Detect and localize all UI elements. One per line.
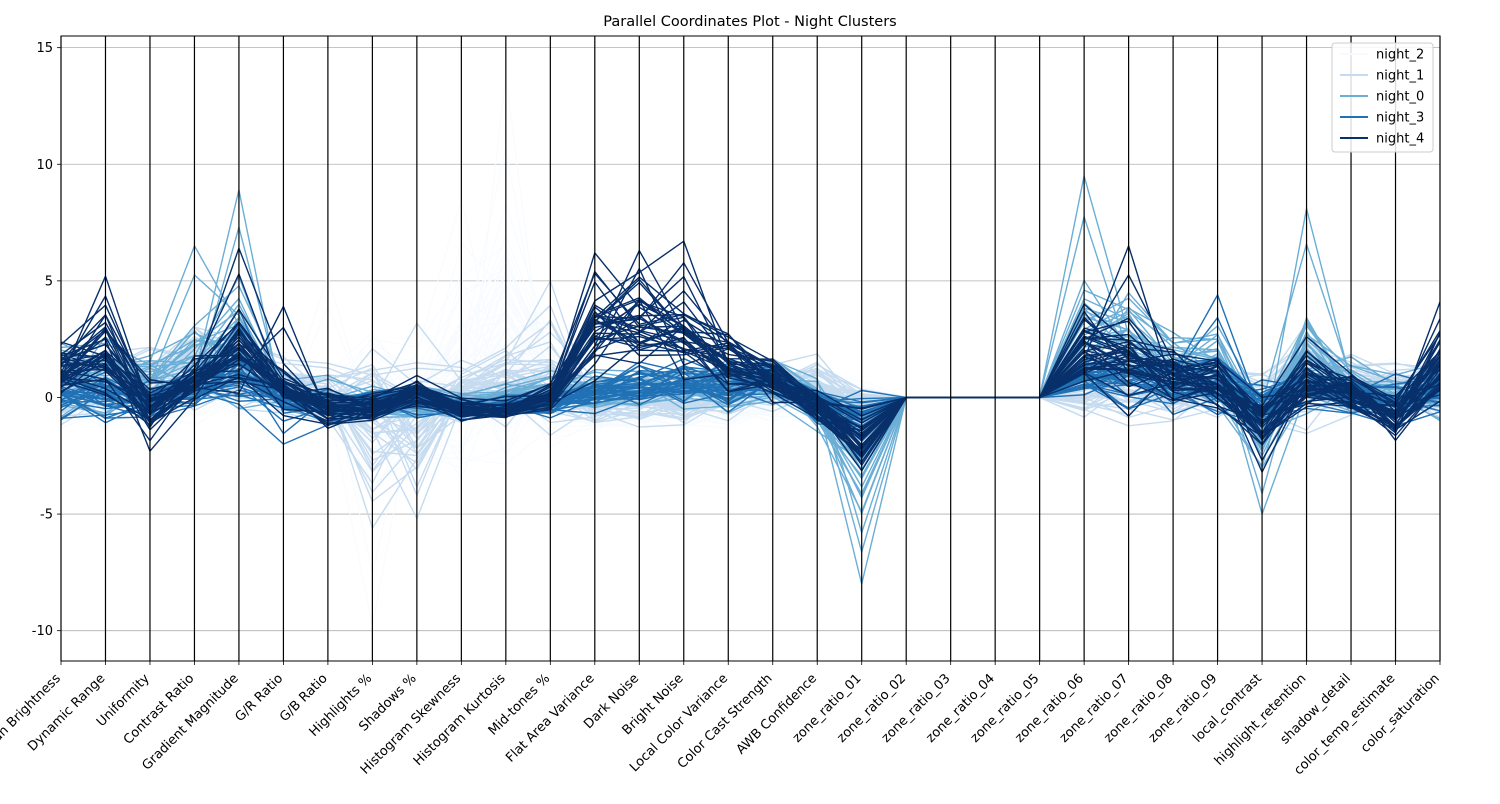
series-line [60,317,1441,466]
series-line [60,310,1441,437]
series-line [60,189,1441,499]
x-tick-label: AWB Confidence [734,671,820,757]
series-line [60,374,1441,435]
legend-label: night_4 [1376,132,1424,147]
y-tick-label: -10 [32,624,53,639]
legend-label: night_2 [1376,48,1424,63]
series-line [60,310,1441,455]
series-line [60,281,1441,446]
x-tick-label: G/R Ratio [233,671,287,725]
lines-layer [60,75,1441,627]
y-tick-label: -5 [40,508,53,523]
series-line [60,314,1441,438]
y-tick-label: 5 [45,274,53,289]
series-line [60,325,1441,472]
y-tick-label: 0 [45,391,53,406]
series-line [60,335,1441,454]
y-tick-label: 15 [36,41,53,56]
series-line [60,361,1441,443]
y-tick-label: 10 [36,158,53,173]
series-line [60,278,1441,430]
legend-label: night_1 [1376,69,1424,84]
legend-frame [1331,42,1434,153]
chart-title: Parallel Coordinates Plot - Night Cluste… [603,14,896,30]
legend-label: night_3 [1376,111,1424,126]
ticks-layer: -10 -5 0 5 10 15 [32,41,61,639]
x-tick-label: Dynamic Range [25,671,108,754]
series-line [60,304,1441,439]
series-line [60,299,1441,434]
legend-label: night_0 [1376,90,1424,105]
x-tick-label: color_saturation [1358,671,1443,756]
plot-frame [60,35,1441,662]
series-night_4 [60,240,1441,473]
legend: night_2 night_1 night_0 night_3 night_4 [1331,42,1434,153]
